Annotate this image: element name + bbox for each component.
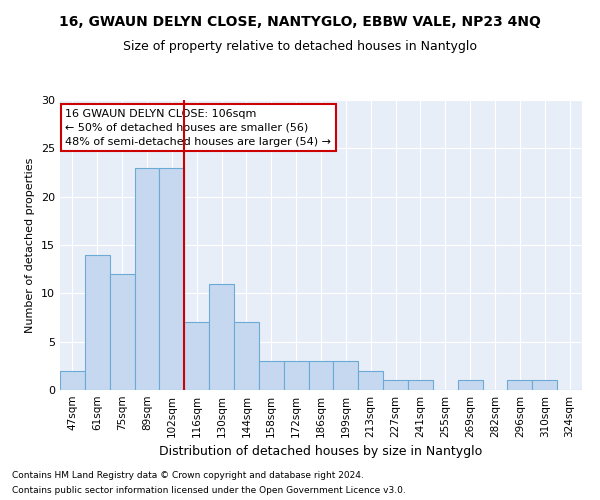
Bar <box>184 322 209 390</box>
Bar <box>110 274 134 390</box>
Bar <box>408 380 433 390</box>
Text: 16 GWAUN DELYN CLOSE: 106sqm
← 50% of detached houses are smaller (56)
48% of se: 16 GWAUN DELYN CLOSE: 106sqm ← 50% of de… <box>65 108 331 146</box>
Bar <box>234 322 259 390</box>
Bar <box>60 370 85 390</box>
Bar <box>458 380 482 390</box>
Text: Contains HM Land Registry data © Crown copyright and database right 2024.: Contains HM Land Registry data © Crown c… <box>12 471 364 480</box>
Bar <box>358 370 383 390</box>
Bar <box>284 361 308 390</box>
Bar <box>383 380 408 390</box>
Bar <box>134 168 160 390</box>
Text: Size of property relative to detached houses in Nantyglo: Size of property relative to detached ho… <box>123 40 477 53</box>
Y-axis label: Number of detached properties: Number of detached properties <box>25 158 35 332</box>
Bar <box>532 380 557 390</box>
Text: 16, GWAUN DELYN CLOSE, NANTYGLO, EBBW VALE, NP23 4NQ: 16, GWAUN DELYN CLOSE, NANTYGLO, EBBW VA… <box>59 15 541 29</box>
Bar <box>85 254 110 390</box>
Bar <box>259 361 284 390</box>
X-axis label: Distribution of detached houses by size in Nantyglo: Distribution of detached houses by size … <box>160 446 482 458</box>
Bar <box>308 361 334 390</box>
Bar <box>334 361 358 390</box>
Bar <box>508 380 532 390</box>
Bar <box>209 284 234 390</box>
Bar <box>160 168 184 390</box>
Text: Contains public sector information licensed under the Open Government Licence v3: Contains public sector information licen… <box>12 486 406 495</box>
